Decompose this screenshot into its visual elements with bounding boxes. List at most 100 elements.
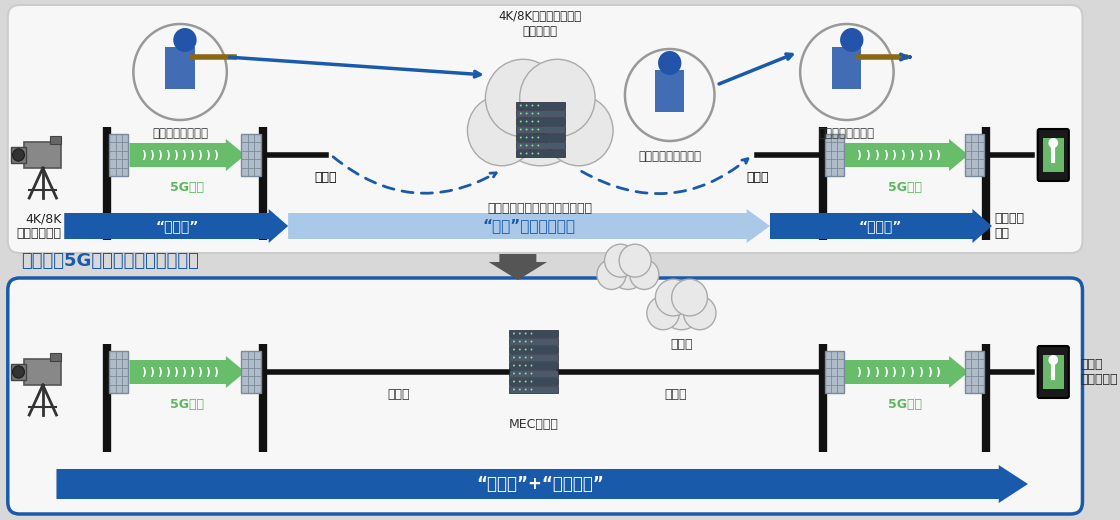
Circle shape	[609, 251, 646, 290]
FancyArrow shape	[64, 209, 288, 243]
Text: ): )	[909, 150, 914, 160]
Circle shape	[1048, 138, 1058, 148]
Text: インターネット経由のクラウド: インターネット経由のクラウド	[487, 202, 592, 215]
Text: ): )	[892, 150, 896, 160]
FancyArrow shape	[769, 209, 992, 243]
Circle shape	[520, 137, 522, 138]
Bar	[166, 47, 195, 89]
Circle shape	[520, 152, 522, 154]
Circle shape	[840, 28, 864, 52]
Text: ): )	[874, 150, 879, 160]
Circle shape	[519, 388, 521, 391]
Text: エッジ: エッジ	[315, 171, 337, 184]
Circle shape	[513, 372, 515, 374]
Bar	[964, 351, 984, 393]
Circle shape	[531, 348, 532, 350]
Text: ): )	[214, 150, 218, 160]
Text: ): )	[918, 367, 923, 377]
Circle shape	[532, 145, 533, 147]
Text: ): )	[157, 150, 162, 160]
Circle shape	[532, 137, 533, 138]
Bar	[510, 362, 558, 369]
Text: “低速”（遅延発生）: “低速”（遅延発生）	[482, 218, 575, 233]
Text: MECサーバ: MECサーバ	[508, 418, 559, 431]
Text: ): )	[926, 150, 932, 160]
Text: ): )	[166, 150, 170, 160]
Circle shape	[520, 145, 522, 147]
Circle shape	[531, 357, 532, 358]
Text: “超高速”+“超低遅延”: “超高速”+“超低遅延”	[476, 475, 604, 493]
Text: ): )	[174, 367, 178, 377]
Text: ): )	[157, 367, 162, 377]
Circle shape	[538, 145, 540, 147]
Circle shape	[531, 388, 532, 391]
Text: ): )	[166, 367, 170, 377]
Text: 光回線: 光回線	[386, 388, 410, 401]
Bar	[1043, 138, 1064, 172]
Bar	[109, 134, 129, 176]
Circle shape	[531, 372, 532, 374]
Text: ): )	[141, 150, 146, 160]
Circle shape	[12, 149, 25, 161]
Text: 映像品質
劣化: 映像品質 劣化	[995, 212, 1025, 240]
Circle shape	[513, 381, 515, 383]
Circle shape	[619, 244, 651, 277]
Text: ): )	[189, 367, 194, 377]
Circle shape	[605, 244, 636, 277]
Bar	[242, 134, 261, 176]
Circle shape	[597, 259, 626, 290]
Circle shape	[519, 348, 521, 350]
Circle shape	[538, 112, 540, 114]
Circle shape	[544, 95, 613, 166]
Bar	[510, 378, 558, 385]
FancyArrow shape	[844, 356, 969, 388]
Circle shape	[513, 348, 515, 350]
Bar	[25, 359, 62, 385]
Bar	[242, 351, 261, 393]
Circle shape	[519, 332, 521, 334]
FancyArrow shape	[130, 139, 245, 171]
Circle shape	[524, 381, 526, 383]
Text: ): )	[206, 367, 211, 377]
Circle shape	[524, 341, 526, 343]
FancyArrow shape	[288, 209, 769, 243]
Circle shape	[661, 287, 702, 330]
Bar	[11, 147, 26, 163]
Circle shape	[513, 341, 515, 343]
Bar	[964, 134, 984, 176]
Circle shape	[513, 357, 515, 358]
Circle shape	[12, 366, 25, 378]
Circle shape	[519, 365, 521, 367]
Circle shape	[524, 332, 526, 334]
Text: ): )	[883, 367, 888, 377]
FancyBboxPatch shape	[1038, 346, 1068, 398]
Circle shape	[683, 296, 716, 330]
Text: ): )	[935, 150, 940, 160]
Text: ): )	[214, 367, 218, 377]
Text: ): )	[197, 367, 203, 377]
FancyBboxPatch shape	[1038, 129, 1068, 181]
Circle shape	[524, 365, 526, 367]
Bar	[516, 150, 564, 157]
FancyArrow shape	[488, 254, 547, 280]
Bar	[510, 338, 558, 345]
Circle shape	[531, 332, 532, 334]
Text: ): )	[900, 150, 905, 160]
Bar	[824, 134, 844, 176]
Bar	[510, 346, 558, 353]
Circle shape	[629, 259, 659, 290]
Text: 5G回線: 5G回線	[170, 181, 204, 194]
Circle shape	[1048, 355, 1058, 365]
Text: ): )	[857, 150, 861, 160]
Circle shape	[532, 128, 533, 131]
Bar	[25, 142, 62, 168]
Circle shape	[532, 112, 533, 114]
Text: “超高速”: “超高速”	[858, 219, 902, 233]
Bar	[1043, 355, 1064, 389]
Text: ): )	[149, 367, 153, 377]
Circle shape	[520, 105, 522, 107]
Text: ローカル5Gによるプライベート網: ローカル5Gによるプライベート網	[21, 252, 199, 270]
Circle shape	[520, 128, 522, 131]
Circle shape	[519, 372, 521, 374]
FancyBboxPatch shape	[8, 5, 1082, 253]
